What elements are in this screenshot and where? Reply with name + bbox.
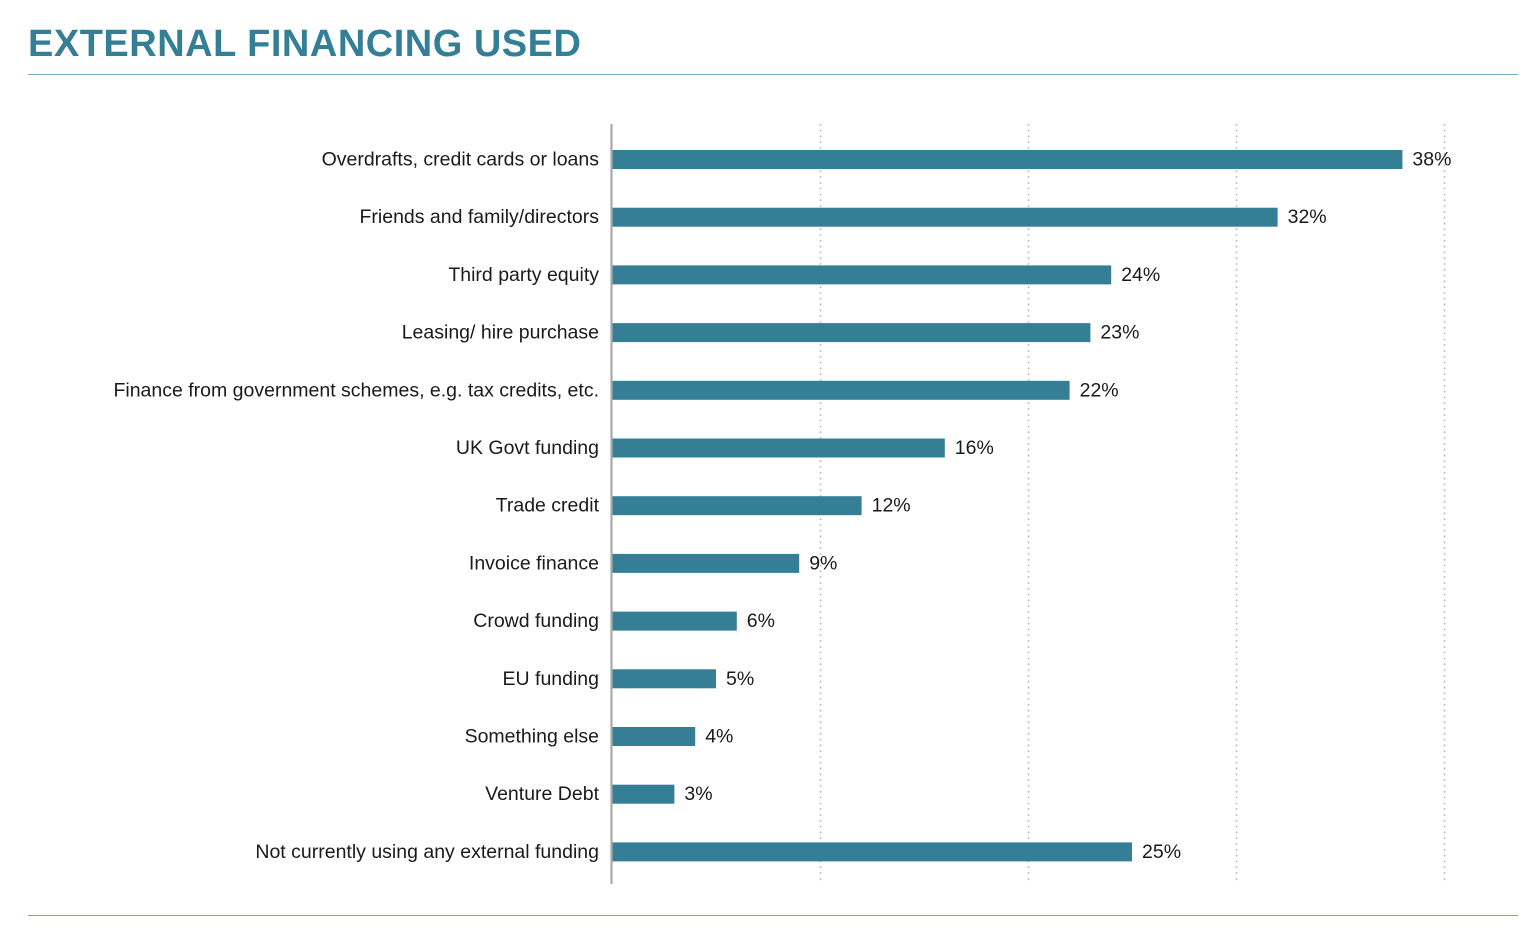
category-label: Crowd funding [473, 610, 599, 632]
category-label: Finance from government schemes, e.g. ta… [113, 379, 599, 401]
data-label: 24% [1121, 264, 1160, 286]
bar [612, 207, 1278, 227]
data-label: 23% [1100, 322, 1139, 344]
bar [612, 727, 696, 746]
data-label: 4% [705, 726, 733, 748]
category-label: Something else [465, 726, 599, 748]
category-label: Leasing/ hire purchase [402, 322, 599, 344]
category-label: Not currently using any external funding [255, 841, 599, 863]
data-label: 12% [872, 495, 911, 517]
page-title: EXTERNAL FINANCING USED [28, 23, 582, 65]
bar [612, 784, 675, 804]
bars [612, 150, 1403, 862]
bar [612, 265, 1112, 285]
bar [612, 553, 800, 573]
category-label: Overdrafts, credit cards or loans [322, 149, 600, 171]
data-label: 32% [1288, 206, 1327, 228]
bar [612, 669, 716, 689]
category-label: UK Govt funding [456, 437, 599, 459]
data-label: 5% [726, 668, 754, 690]
category-label: Trade credit [496, 495, 600, 517]
bottom-divider [28, 915, 1518, 916]
category-label: Third party equity [448, 264, 599, 286]
bar [612, 438, 945, 458]
gridlines [819, 124, 1446, 884]
data-label: 16% [955, 437, 994, 459]
bar [612, 323, 1091, 343]
data-label: 6% [747, 610, 775, 632]
data-label: 38% [1412, 149, 1451, 171]
data-label: 22% [1080, 379, 1119, 401]
bar [612, 380, 1070, 400]
category-label: Friends and family/directors [359, 206, 599, 228]
category-label: Invoice finance [469, 552, 599, 574]
data-label: 9% [809, 552, 837, 574]
category-label: EU funding [503, 668, 599, 690]
category-label: Venture Debt [485, 783, 599, 805]
title-divider [28, 74, 1518, 75]
bar [612, 496, 862, 516]
data-label: 3% [684, 783, 712, 805]
bar [612, 842, 1132, 862]
bar [612, 611, 737, 631]
bar [612, 150, 1403, 169]
data-label: 25% [1142, 841, 1181, 863]
labels: Overdrafts, credit cards or loans 38% Frie… [113, 149, 1451, 863]
